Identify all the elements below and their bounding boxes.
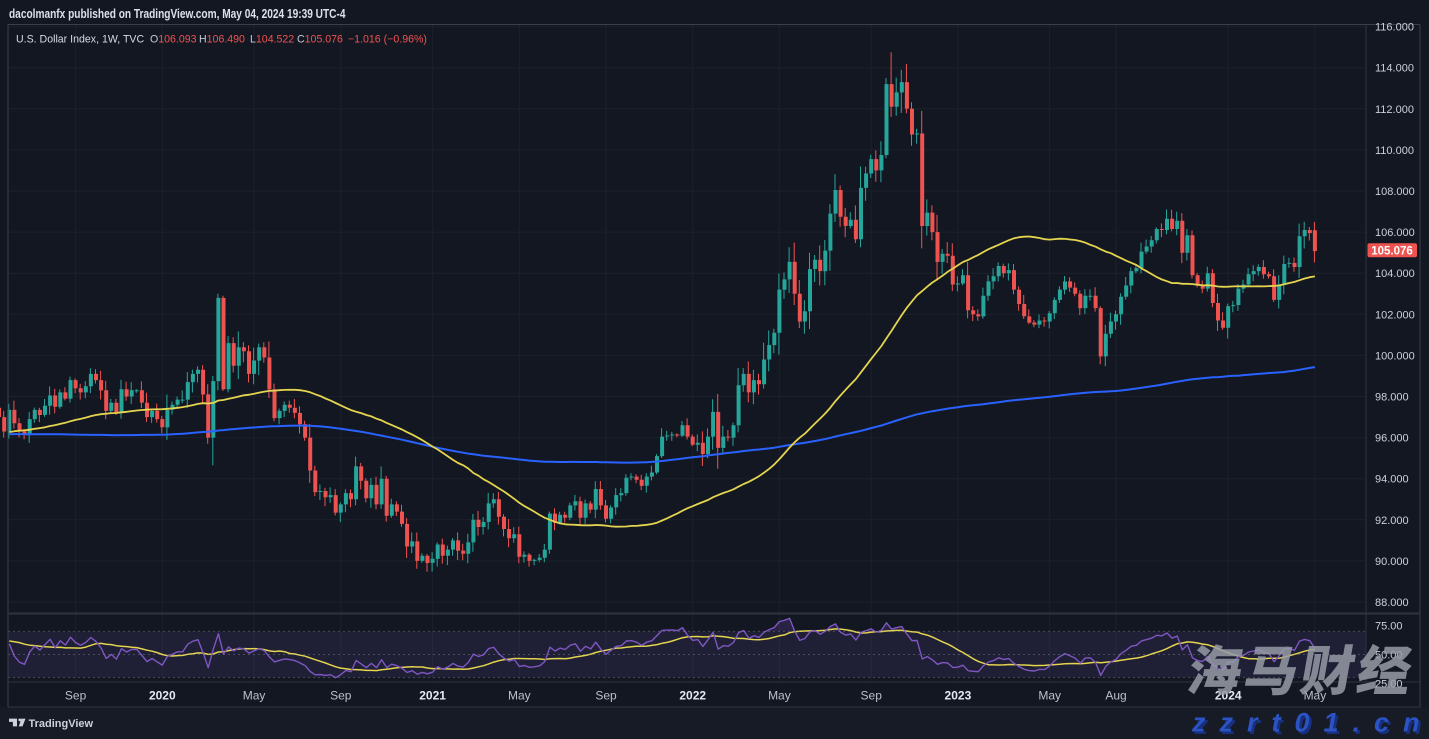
svg-text:Sep: Sep bbox=[65, 689, 87, 703]
svg-text:−1.016 (−0.96%): −1.016 (−0.96%) bbox=[348, 34, 427, 46]
svg-text:108.000: 108.000 bbox=[1375, 186, 1415, 198]
svg-text:zzrt01.cn: zzrt01.cn bbox=[1191, 708, 1429, 738]
svg-text:U.S. Dollar Index, 1W, TVC: U.S. Dollar Index, 1W, TVC bbox=[16, 34, 144, 46]
svg-text:94.000: 94.000 bbox=[1375, 474, 1409, 486]
svg-text:106.000: 106.000 bbox=[1375, 227, 1415, 239]
svg-text:O106.093: O106.093 bbox=[150, 34, 197, 46]
svg-text:2023: 2023 bbox=[945, 689, 972, 703]
svg-text:104.000: 104.000 bbox=[1375, 268, 1415, 280]
svg-text:dacolmanfx published on Tradin: dacolmanfx published on TradingView.com,… bbox=[9, 7, 346, 21]
svg-text:zzrt01.cn: zzrt01.cn bbox=[1194, 710, 1429, 739]
svg-text:May: May bbox=[508, 689, 531, 703]
svg-text:Sep: Sep bbox=[330, 689, 352, 703]
svg-text:102.000: 102.000 bbox=[1375, 309, 1415, 321]
svg-text:May: May bbox=[1038, 689, 1061, 703]
svg-text:H106.490: H106.490 bbox=[199, 34, 245, 46]
svg-text:May: May bbox=[768, 689, 791, 703]
svg-text:2020: 2020 bbox=[149, 689, 176, 703]
svg-text:75.00: 75.00 bbox=[1375, 621, 1403, 633]
svg-text:98.000: 98.000 bbox=[1375, 392, 1409, 404]
svg-text:96.000: 96.000 bbox=[1375, 433, 1409, 445]
svg-text:TradingView: TradingView bbox=[29, 718, 94, 730]
svg-text:92.000: 92.000 bbox=[1375, 515, 1409, 527]
svg-text:90.000: 90.000 bbox=[1375, 556, 1409, 568]
svg-text:116.000: 116.000 bbox=[1375, 22, 1414, 34]
svg-text:L104.522: L104.522 bbox=[250, 34, 294, 46]
svg-text:110.000: 110.000 bbox=[1375, 145, 1414, 157]
svg-text:2022: 2022 bbox=[679, 689, 706, 703]
svg-text:May: May bbox=[243, 689, 266, 703]
svg-text:Aug: Aug bbox=[1105, 689, 1126, 703]
svg-text:Sep: Sep bbox=[861, 689, 883, 703]
svg-text:Sep: Sep bbox=[595, 689, 617, 703]
svg-text:C105.076: C105.076 bbox=[297, 34, 343, 46]
svg-text:88.000: 88.000 bbox=[1375, 597, 1409, 609]
svg-text:112.000: 112.000 bbox=[1375, 104, 1414, 116]
svg-text:100.000: 100.000 bbox=[1375, 350, 1415, 362]
svg-text:114.000: 114.000 bbox=[1375, 63, 1414, 75]
svg-text:2021: 2021 bbox=[419, 689, 446, 703]
svg-text:105.076: 105.076 bbox=[1371, 245, 1413, 257]
